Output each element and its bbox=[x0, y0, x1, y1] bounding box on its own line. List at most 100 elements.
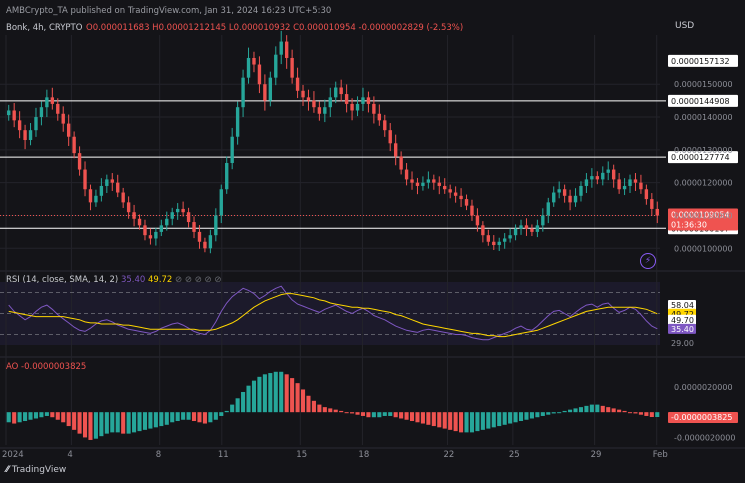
candle-body bbox=[105, 179, 109, 186]
rsi-value-badge bbox=[668, 300, 696, 311]
ao-bar bbox=[115, 412, 120, 433]
ao-bar bbox=[420, 412, 425, 424]
ao-bar bbox=[208, 412, 213, 423]
time-tick-label: 11 bbox=[218, 450, 229, 460]
candle-body bbox=[410, 179, 414, 183]
candle-body bbox=[116, 182, 120, 193]
candle-body bbox=[306, 97, 311, 101]
candle-body bbox=[426, 179, 431, 183]
time-tick-label: 29 bbox=[591, 450, 602, 460]
candle-body bbox=[524, 225, 529, 229]
candle-body bbox=[541, 215, 545, 226]
ao-bar bbox=[219, 412, 224, 416]
ao-bar bbox=[164, 412, 169, 425]
candle-body bbox=[579, 185, 583, 196]
ao-bar bbox=[600, 405, 605, 413]
ao-bar bbox=[464, 412, 469, 433]
candle-body bbox=[323, 107, 327, 114]
price-level-label: 0.0000144908 bbox=[671, 97, 730, 106]
candle-body bbox=[235, 107, 240, 137]
ao-bar bbox=[12, 412, 17, 424]
candle-body bbox=[110, 179, 114, 183]
ao-bar bbox=[322, 407, 327, 413]
candle-body bbox=[388, 130, 392, 144]
lightning-icon[interactable]: ⚡ bbox=[640, 253, 656, 269]
candle-body bbox=[383, 120, 387, 131]
candle-body bbox=[165, 218, 169, 226]
ao-bar bbox=[339, 410, 344, 413]
ao-value-label: -0.0000003825 bbox=[671, 413, 732, 422]
candle-body bbox=[77, 153, 82, 170]
candle-body bbox=[644, 189, 649, 200]
ao-bar bbox=[317, 404, 322, 413]
candle-body bbox=[453, 192, 458, 196]
last-price-label: 0.0000109054 bbox=[671, 210, 730, 219]
candle-body bbox=[552, 192, 556, 203]
ao-bar bbox=[241, 391, 246, 413]
candle-body bbox=[99, 185, 104, 196]
candle-body bbox=[339, 87, 343, 95]
candle-body bbox=[284, 41, 289, 58]
candle-body bbox=[317, 107, 322, 114]
ao-bar bbox=[257, 376, 262, 413]
candle-body bbox=[159, 225, 164, 232]
time-tick-label: 22 bbox=[443, 450, 454, 460]
ao-bar bbox=[93, 412, 98, 439]
ao-bar bbox=[23, 412, 28, 422]
ao-bar bbox=[393, 412, 398, 418]
candle-body bbox=[595, 176, 600, 180]
candle-body bbox=[56, 103, 60, 114]
ao-bar bbox=[39, 412, 44, 418]
candle-body bbox=[295, 77, 300, 91]
candle-body bbox=[28, 130, 33, 141]
price-tick-label: 0.0000150000 bbox=[674, 80, 733, 89]
ao-bar bbox=[453, 412, 458, 432]
rsi-eye-icons[interactable]: ⊘ ⊘ ⊘ ⊘ ⊘ bbox=[175, 275, 222, 285]
candle-body bbox=[361, 97, 365, 104]
ao-bar bbox=[518, 412, 524, 422]
ao-header: AO -0.0000003825 bbox=[6, 362, 87, 372]
ao-bar bbox=[486, 412, 491, 429]
candle-body bbox=[225, 162, 229, 190]
candle-body bbox=[17, 120, 22, 131]
ao-bar bbox=[28, 412, 33, 420]
ao-bar bbox=[644, 412, 649, 416]
candle-body bbox=[137, 218, 142, 226]
ao-bar bbox=[350, 412, 355, 414]
candle-body bbox=[377, 113, 382, 121]
candle-body bbox=[45, 97, 49, 108]
candle-body bbox=[655, 208, 659, 216]
candle-body bbox=[584, 179, 589, 186]
ao-bar bbox=[578, 407, 584, 413]
candle-body bbox=[622, 185, 627, 190]
candle-body bbox=[639, 182, 643, 190]
ao-bar bbox=[371, 412, 376, 418]
ao-bar bbox=[404, 412, 409, 420]
ao-bar bbox=[633, 412, 638, 414]
countdown-label: 01:36:30 bbox=[671, 220, 707, 229]
candle-body bbox=[7, 110, 11, 116]
ao-bar bbox=[546, 412, 551, 415]
candle-body bbox=[650, 199, 654, 209]
candle-body bbox=[475, 215, 480, 226]
price-tick-label: 0.0000110000 bbox=[674, 211, 733, 220]
ao-bar bbox=[44, 412, 49, 416]
ao-bar bbox=[399, 412, 404, 419]
ao-bar bbox=[535, 412, 540, 418]
candle-body bbox=[230, 136, 234, 163]
ao-tick-label: -0.0000020000 bbox=[674, 433, 735, 442]
ao-bar bbox=[344, 412, 349, 414]
candle-body bbox=[486, 235, 491, 242]
rsi-value-label: 35.40 bbox=[671, 325, 694, 334]
rsi-sma-line bbox=[8, 293, 658, 338]
candle-body bbox=[421, 182, 425, 186]
ao-bar bbox=[459, 412, 464, 433]
ao-bar bbox=[55, 412, 60, 420]
candle-body bbox=[279, 41, 283, 55]
candle-body bbox=[617, 179, 621, 190]
price-tick-label: 0.0000100000 bbox=[674, 244, 733, 253]
ao-bar bbox=[142, 412, 148, 430]
ao-bar bbox=[6, 412, 11, 423]
candle-body bbox=[208, 235, 213, 249]
